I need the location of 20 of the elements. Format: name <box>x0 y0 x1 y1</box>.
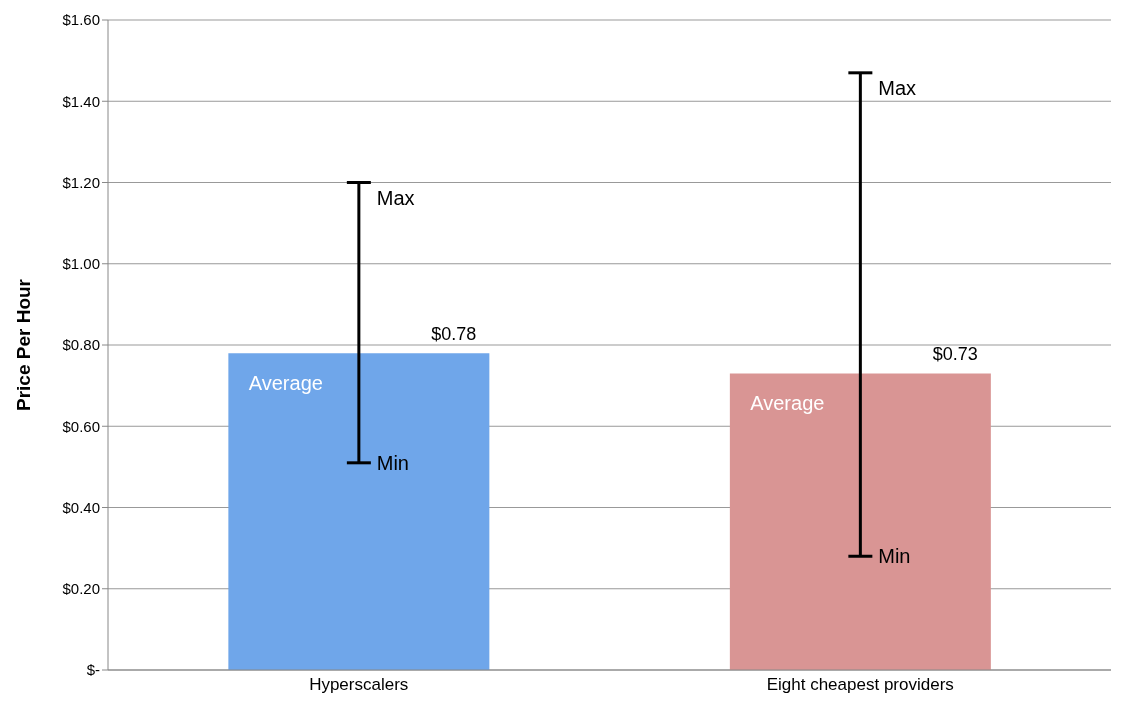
y-tick-label: $0.40 <box>62 498 100 516</box>
y-tick-label: $1.20 <box>62 173 100 191</box>
data-label: $0.78 <box>431 324 477 345</box>
annotation: Max <box>878 76 917 99</box>
annotation: Average <box>750 391 825 414</box>
y-axis-title: Price Per Hour <box>12 278 34 411</box>
y-tick-label: $1.00 <box>62 255 100 273</box>
annotation: Average <box>248 371 323 394</box>
y-tick-label: $1.60 <box>62 11 100 29</box>
data-label: $0.73 <box>932 344 978 365</box>
y-tick-label: $0.60 <box>62 417 100 435</box>
y-tick-label: $1.40 <box>62 92 100 110</box>
x-tick-label: Eight cheapest providers <box>766 675 954 695</box>
y-tick-label: $0.20 <box>62 580 100 598</box>
annotation: Min <box>878 545 911 568</box>
y-tick-label: $- <box>86 661 100 679</box>
annotation: Min <box>376 451 409 474</box>
x-tick-label: Hyperscalers <box>309 675 409 695</box>
annotation: Max <box>376 186 415 209</box>
y-tick-label: $0.80 <box>62 336 100 354</box>
